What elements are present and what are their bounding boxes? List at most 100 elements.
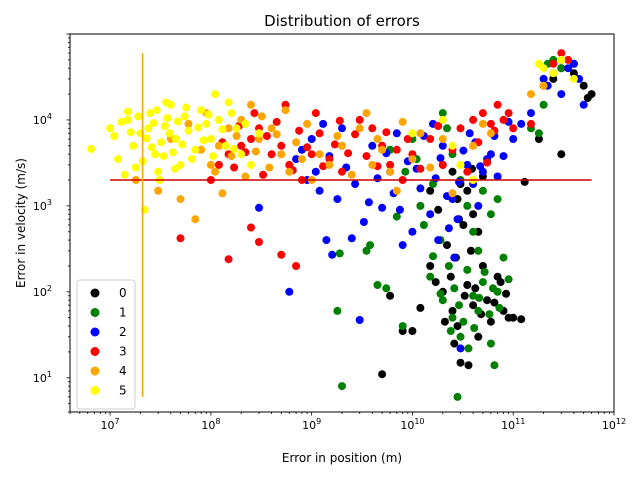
- point-s5-27: [438, 115, 447, 124]
- point-s0-40: [426, 186, 435, 195]
- point-s4-21: [386, 167, 395, 176]
- point-s4-1: [154, 186, 163, 195]
- point-s5-15: [184, 126, 193, 135]
- point-s3-34: [509, 124, 518, 133]
- point-s2-4: [315, 186, 324, 195]
- point-s1-47: [450, 284, 459, 293]
- point-s4-53: [416, 129, 425, 138]
- point-s4-37: [218, 189, 227, 198]
- point-s2-65: [459, 146, 468, 155]
- point-s3-29: [469, 115, 478, 124]
- point-s1-9: [448, 313, 457, 322]
- point-s5-3: [123, 115, 132, 124]
- point-s0-49: [496, 278, 505, 287]
- point-s1-10: [453, 392, 462, 401]
- point-s1-27: [478, 186, 487, 195]
- point-s2-47: [351, 180, 360, 188]
- point-s5-34: [549, 69, 558, 78]
- point-s2-59: [431, 174, 440, 183]
- chart-title: Distribution of errors: [264, 12, 420, 30]
- point-s5-61: [230, 144, 239, 153]
- point-s5-48: [163, 114, 172, 123]
- point-s4-18: [362, 109, 371, 118]
- point-s3-18: [325, 155, 334, 164]
- point-s4-36: [211, 167, 220, 176]
- point-s5-24: [232, 124, 241, 133]
- point-s2-15: [416, 184, 425, 193]
- point-s5-54: [188, 155, 196, 164]
- point-s0-4: [426, 262, 435, 270]
- point-s3-21: [368, 124, 377, 133]
- point-s2-6: [328, 250, 337, 259]
- point-s2-48: [359, 218, 368, 226]
- legend-label-2: 2: [119, 325, 127, 339]
- legend-marker-2: [90, 327, 100, 337]
- point-s3-63: [416, 164, 425, 173]
- point-s2-21: [456, 344, 465, 353]
- point-s4-50: [347, 170, 356, 179]
- point-s2-20: [453, 215, 462, 224]
- point-s1-40: [401, 167, 410, 176]
- point-s3-56: [344, 149, 353, 158]
- point-s4-25: [438, 135, 447, 143]
- point-s3-52: [311, 109, 320, 118]
- point-s4-10: [267, 124, 276, 133]
- point-s4-51: [373, 135, 382, 143]
- point-s4-40: [241, 172, 250, 181]
- point-s0-44: [460, 291, 469, 300]
- point-s5-59: [218, 125, 227, 134]
- point-s0-31: [534, 135, 543, 143]
- point-s0-51: [440, 317, 449, 326]
- point-s3-23: [386, 160, 395, 169]
- point-s5-32: [557, 55, 566, 64]
- point-s4-46: [292, 138, 301, 147]
- point-s1-48: [455, 301, 463, 310]
- point-s1-21: [443, 124, 451, 133]
- point-s3-1: [224, 255, 233, 264]
- point-s4-45: [281, 106, 290, 115]
- point-s4-48: [315, 150, 324, 159]
- series-4: [131, 81, 548, 224]
- point-s2-1: [285, 287, 294, 296]
- point-s0-36: [579, 81, 588, 90]
- point-s0-10: [469, 301, 478, 310]
- point-s5-12: [171, 135, 180, 143]
- series-0: [378, 59, 596, 379]
- point-s1-31: [534, 129, 543, 138]
- point-s5-33: [569, 74, 578, 83]
- y-axis-label: Error in velocity (m/s): [14, 158, 28, 288]
- legend-label-1: 1: [119, 306, 127, 320]
- point-s3-60: [382, 128, 391, 137]
- point-s2-35: [569, 59, 578, 68]
- point-s3-68: [483, 158, 492, 167]
- point-s0-23: [463, 186, 472, 195]
- point-s4-2: [176, 195, 185, 204]
- point-s5-44: [149, 119, 158, 128]
- point-s2-60: [436, 154, 445, 163]
- point-s0-50: [502, 289, 511, 298]
- point-s5-70: [171, 164, 179, 173]
- point-s4-8: [247, 100, 255, 109]
- point-s3-13: [277, 141, 286, 150]
- point-s1-29: [493, 195, 502, 204]
- series-3: [176, 49, 573, 270]
- point-s2-28: [509, 135, 518, 143]
- point-s5-43: [147, 143, 156, 152]
- point-s3-19: [338, 167, 346, 176]
- point-s2-24: [474, 201, 483, 210]
- point-s0-29: [443, 241, 451, 250]
- point-s1-13: [469, 291, 478, 300]
- point-s3-58: [362, 152, 371, 161]
- point-s0-0: [378, 370, 387, 379]
- point-s3-28: [456, 124, 465, 133]
- point-s2-71: [499, 152, 508, 161]
- point-s2-0: [255, 203, 263, 212]
- point-s5-22: [221, 141, 230, 150]
- point-s3-54: [330, 140, 339, 149]
- point-s1-46: [444, 262, 453, 270]
- point-s5-2: [114, 155, 123, 164]
- point-s1-7: [426, 272, 435, 281]
- point-s3-9: [237, 141, 246, 150]
- point-s5-45: [152, 106, 161, 115]
- point-s2-62: [444, 224, 453, 233]
